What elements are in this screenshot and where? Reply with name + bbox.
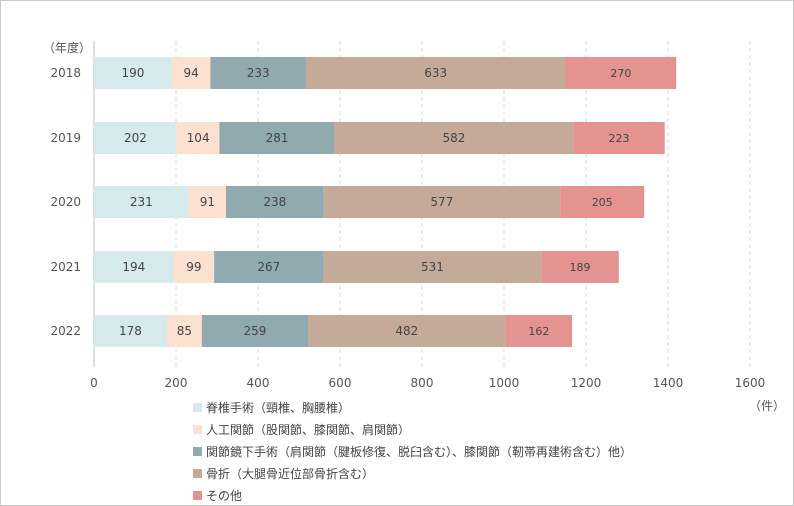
legend-swatch	[193, 490, 202, 500]
bar-segment	[334, 122, 574, 154]
data-label: 91	[200, 195, 215, 209]
bar-segment	[305, 57, 566, 89]
bar-segment	[166, 315, 202, 347]
bar-segment	[505, 315, 573, 347]
bar-area: 190 94 233 633 270 202 104 281 582 223 231 91 238 577…	[94, 57, 677, 347]
x-tick-label: 1600	[735, 376, 766, 390]
data-label: 104	[187, 131, 210, 145]
data-label: 94	[184, 66, 199, 80]
legend-swatch	[193, 468, 202, 478]
bar-segment	[573, 122, 665, 154]
x-tick-label: 1200	[571, 376, 602, 390]
bar-segment	[565, 57, 677, 89]
bar-segment	[308, 315, 506, 347]
data-label: 162	[528, 325, 549, 338]
data-label: 259	[243, 324, 266, 338]
data-label: 223	[609, 132, 630, 145]
data-label: 577	[430, 195, 453, 209]
legend-item: 脊椎手術（頸椎、胸腰椎）	[193, 396, 632, 418]
legend-swatch	[193, 446, 202, 456]
legend-item: 関節鏡下手術（肩関節（腱板修復、脱臼含む）、膝関節（靭帯再建術含む）他）	[193, 440, 632, 462]
data-label: 189	[570, 261, 591, 274]
data-label: 202	[124, 131, 147, 145]
bar-segment	[94, 251, 174, 283]
data-label: 238	[263, 195, 286, 209]
bar-segment	[176, 122, 220, 154]
bar-segment	[94, 57, 172, 89]
bar-segment	[171, 57, 211, 89]
bar-segment	[210, 57, 306, 89]
data-label: 99	[186, 260, 201, 274]
bar-segment	[214, 251, 324, 283]
bar-segment	[188, 186, 227, 218]
x-tick-label: 800	[411, 376, 434, 390]
data-label: 531	[421, 260, 444, 274]
y-axis-unit-label: （年度）	[43, 41, 92, 55]
legend-label: 人工関節（股関節、膝関節、肩関節）	[206, 422, 411, 437]
data-label: 190	[121, 66, 144, 80]
data-label: 85	[177, 324, 192, 338]
x-tick-label: 600	[329, 376, 352, 390]
bar-segment	[323, 251, 542, 283]
data-label: 194	[122, 260, 145, 274]
bar-segment	[226, 186, 324, 218]
bar-segment	[94, 315, 167, 347]
bar-segment	[201, 315, 309, 347]
category-label: 2018	[50, 66, 81, 80]
legend-label: その他	[206, 488, 243, 503]
bar-segment	[323, 186, 561, 218]
x-tick-label: 0	[90, 376, 98, 390]
data-label: 482	[395, 324, 418, 338]
x-tick-labels: 0 200 400 600 800 1000 1200 1400 1600	[90, 376, 765, 390]
category-labels: 2018 2019 2020 2021 2022	[50, 66, 81, 338]
legend-swatch	[193, 424, 202, 434]
category-label: 2020	[50, 195, 81, 209]
legend-item: 骨折（大腿骨近位部骨折含む）	[193, 462, 632, 484]
data-label: 267	[257, 260, 280, 274]
x-axis-unit-label: （件）	[749, 399, 786, 413]
bar-segment	[219, 122, 335, 154]
data-label: 281	[266, 131, 289, 145]
data-label: 205	[592, 196, 613, 209]
data-label: 178	[119, 324, 142, 338]
legend-item: 人工関節（股関節、膝関節、肩関節）	[193, 418, 632, 440]
data-label: 582	[443, 131, 466, 145]
data-label: 233	[247, 66, 270, 80]
legend-label: 関節鏡下手術（肩関節（腱板修復、脱臼含む）、膝関節（靭帯再建術含む）他）	[206, 444, 633, 459]
legend-swatch	[193, 402, 202, 412]
bar-segment	[94, 122, 177, 154]
category-label: 2019	[50, 131, 81, 145]
legend-label: 脊椎手術（頸椎、胸腰椎）	[206, 400, 351, 415]
x-tick-label: 200	[165, 376, 188, 390]
x-tick-label: 400	[247, 376, 270, 390]
bar-segment	[94, 186, 189, 218]
bar-segment	[560, 186, 645, 218]
data-label: 270	[610, 67, 631, 80]
category-label: 2021	[50, 260, 81, 274]
x-tick-label: 1400	[653, 376, 684, 390]
legend: 脊椎手術（頸椎、胸腰椎） 人工関節（股関節、膝関節、肩関節） 関節鏡下手術（肩関節（…	[193, 396, 632, 506]
legend-item: その他	[193, 484, 632, 506]
data-label: 633	[424, 66, 447, 80]
category-label: 2022	[50, 324, 81, 338]
legend-label: 骨折（大腿骨近位部骨折含む）	[206, 466, 375, 481]
bar-segment	[173, 251, 215, 283]
bar-segment	[541, 251, 619, 283]
data-label: 231	[130, 195, 153, 209]
x-tick-label: 1000	[489, 376, 520, 390]
